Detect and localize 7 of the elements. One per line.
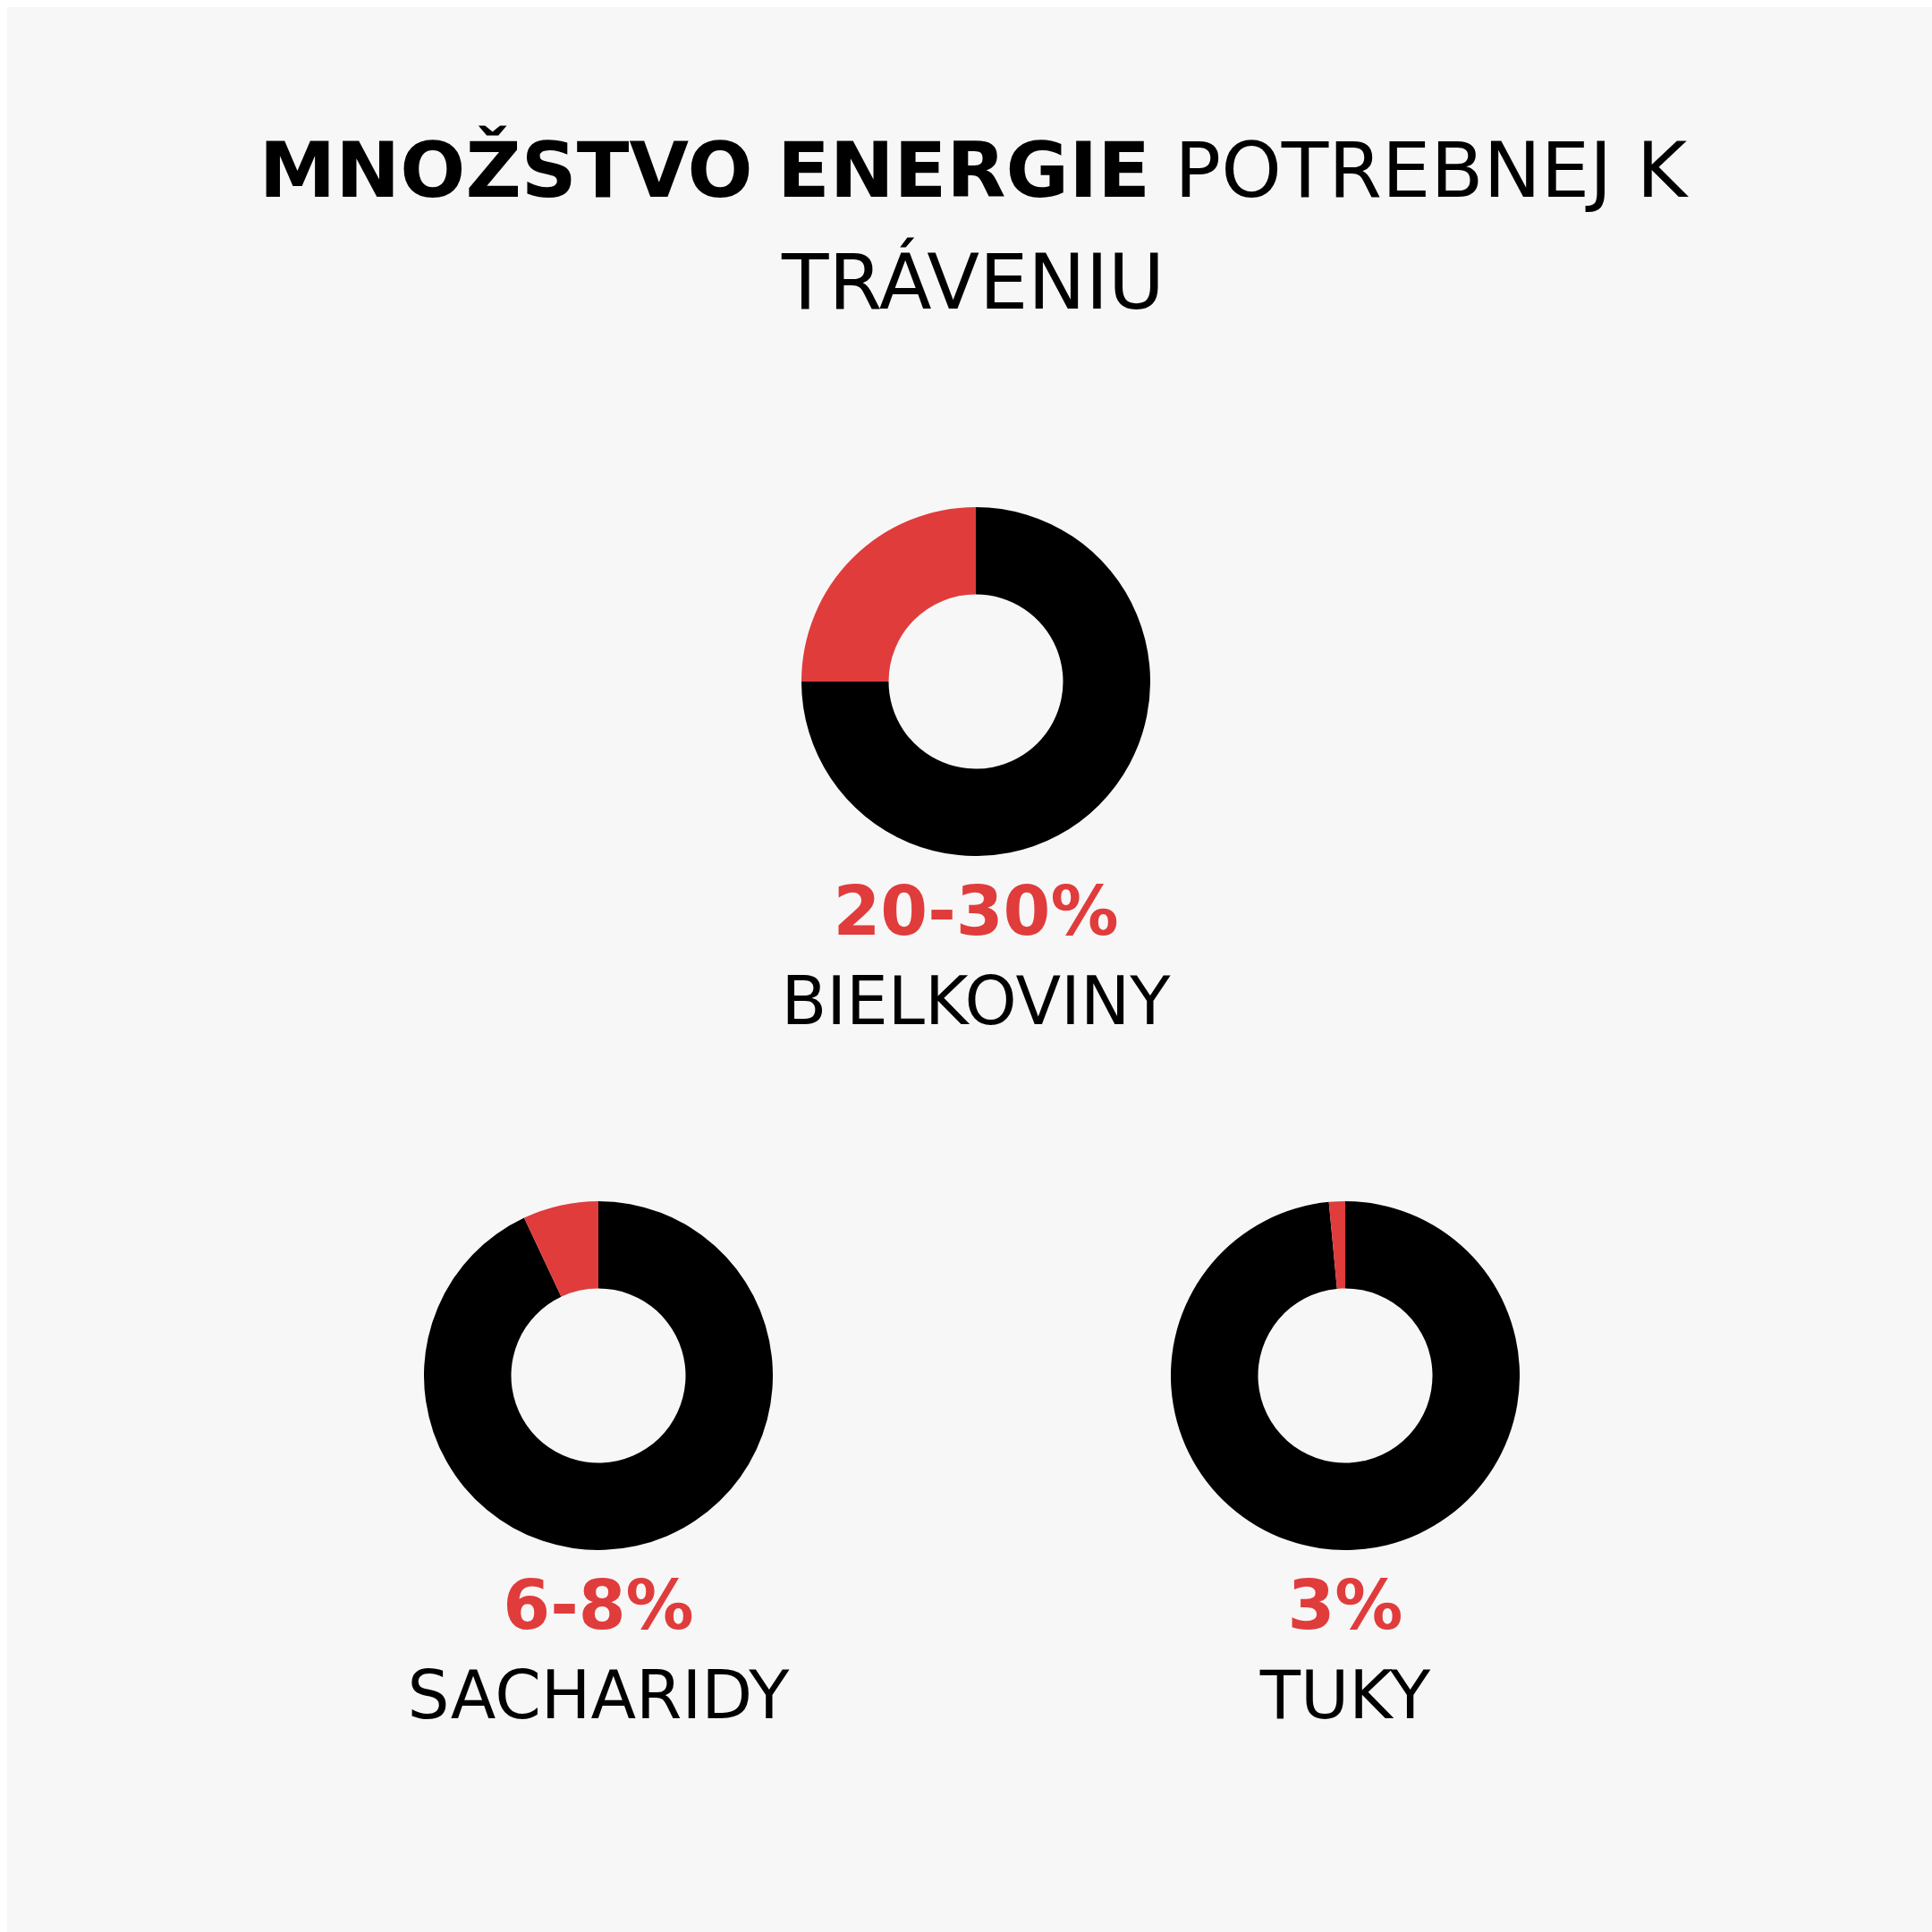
text: 20-30% — [832, 871, 1120, 951]
text: BIELKOVINY — [780, 961, 1172, 1041]
chart-title: MNOŽSTVO ENERGIE POTREBNEJ K TRÁVENIU — [258, 125, 1688, 326]
text: TUKY — [1258, 1655, 1432, 1735]
text: 6-8% — [502, 1565, 695, 1645]
text: SACHARIDY — [406, 1655, 791, 1735]
text: 3% — [1286, 1565, 1404, 1645]
